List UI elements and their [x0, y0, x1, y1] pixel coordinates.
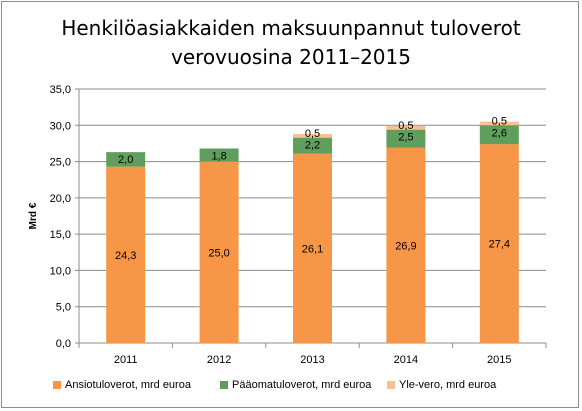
y-tick-label: 35,0: [50, 84, 71, 96]
x-tick-label: 2013: [300, 354, 324, 366]
data-label: 27,4: [489, 239, 510, 251]
y-tick-label: 25,0: [50, 157, 71, 169]
legend-label: Pääomatuloverot, mrd euroa: [232, 379, 372, 391]
y-axis-label: Mrd €: [28, 202, 39, 229]
data-label: 24,3: [115, 250, 136, 262]
y-tick-label: 15,0: [50, 229, 71, 241]
data-label: 0,5: [492, 116, 507, 128]
bar-segment: [106, 166, 146, 343]
data-label: 2,6: [492, 127, 507, 139]
data-label: 0,5: [305, 128, 320, 140]
legend-item: Ansiotuloverot, mrd euroa: [53, 379, 191, 391]
data-label: 26,1: [302, 243, 323, 255]
bar-segment: [293, 133, 332, 138]
data-label: 2,5: [398, 132, 413, 144]
y-tick-label: 10,0: [50, 265, 71, 277]
bar-segment: [479, 121, 519, 126]
chart-legend: Ansiotuloverot, mrd euroa Pääomatuloverot…: [0, 379, 582, 395]
y-tick-label: 5,0: [56, 302, 71, 314]
chart-title: Henkilöasiakkaiden maksuunpannut tulover…: [0, 14, 582, 72]
chart-title-line-2: verovuosina 2011–2015: [171, 45, 411, 69]
data-label: 2,0: [118, 154, 133, 166]
chart-title-line-1: Henkilöasiakkaiden maksuunpannut tulover…: [61, 16, 521, 40]
legend-label: Yle-vero, mrd euroa: [399, 379, 497, 391]
y-tick-label: 20,0: [50, 193, 71, 205]
bar-segment: [199, 148, 239, 162]
bar-segment: [479, 144, 519, 343]
data-label: 0,5: [398, 120, 413, 132]
data-label: 2,2: [305, 140, 320, 152]
legend-swatch: [53, 381, 61, 389]
x-tick-label: 2015: [487, 354, 511, 366]
y-tick-label: 30,0: [50, 120, 71, 132]
legend-item: Pääomatuloverot, mrd euroa: [220, 379, 371, 391]
y-tick-label: 0,0: [56, 338, 71, 350]
x-tick-label: 2011: [114, 354, 138, 366]
legend-swatch: [387, 381, 395, 389]
legend-label: Ansiotuloverot, mrd euroa: [65, 379, 191, 391]
legend-item: Yle-vero, mrd euroa: [387, 379, 496, 391]
bar-segment: [293, 153, 332, 343]
bar-segment: [293, 137, 332, 154]
x-tick-label: 2012: [207, 354, 231, 366]
bar-segment: [386, 147, 426, 343]
data-label: 25,0: [208, 247, 229, 259]
data-label: 1,8: [211, 151, 226, 163]
bar-segment: [386, 126, 426, 130]
bar-segment: [479, 125, 519, 145]
legend-swatch: [220, 381, 228, 389]
data-label: 26,9: [395, 240, 416, 252]
bar-segment: [386, 129, 426, 148]
x-tick-label: 2014: [394, 354, 418, 366]
bar-segment: [199, 161, 239, 343]
bar-segment: [106, 152, 146, 167]
